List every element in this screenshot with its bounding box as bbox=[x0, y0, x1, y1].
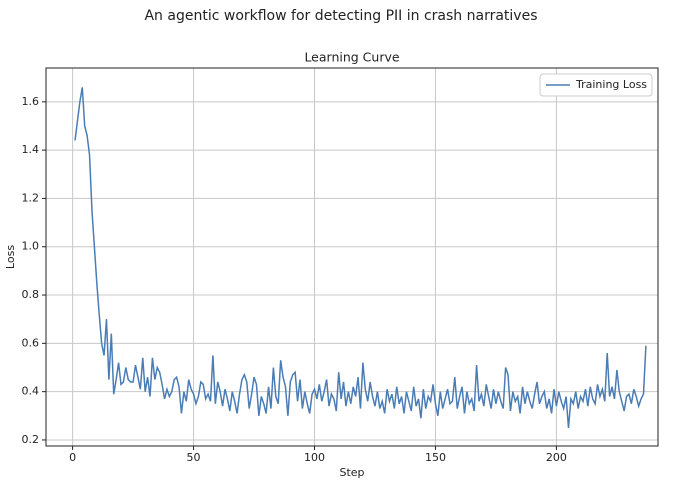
suptitle: An agentic workflow for detecting PII in… bbox=[144, 8, 537, 24]
y-tick-label: 1.4 bbox=[22, 143, 40, 156]
x-tick-label: 0 bbox=[69, 451, 76, 464]
x-axis-label: Step bbox=[339, 466, 364, 479]
chart-title: Learning Curve bbox=[304, 50, 399, 65]
x-tick-label: 150 bbox=[425, 451, 446, 464]
y-axis-label: Loss bbox=[4, 245, 17, 269]
y-tick-label: 1.6 bbox=[22, 95, 40, 108]
plot-frame bbox=[45, 67, 659, 447]
y-tick-label: 0.4 bbox=[22, 385, 40, 398]
line bbox=[74, 87, 647, 428]
y-tick-label: 1.0 bbox=[22, 240, 40, 253]
y-tick-label: 0.6 bbox=[22, 336, 40, 349]
x-tick-label: 200 bbox=[546, 451, 567, 464]
legend-box bbox=[539, 73, 653, 97]
legend-label: Training Loss bbox=[575, 78, 647, 91]
y-tick-label: 1.2 bbox=[22, 191, 40, 204]
y-tick-label: 0.2 bbox=[22, 433, 40, 446]
x-tick-label: 50 bbox=[187, 451, 201, 464]
x-tick-label: 100 bbox=[304, 451, 325, 464]
y-tick-label: 0.8 bbox=[22, 288, 40, 301]
